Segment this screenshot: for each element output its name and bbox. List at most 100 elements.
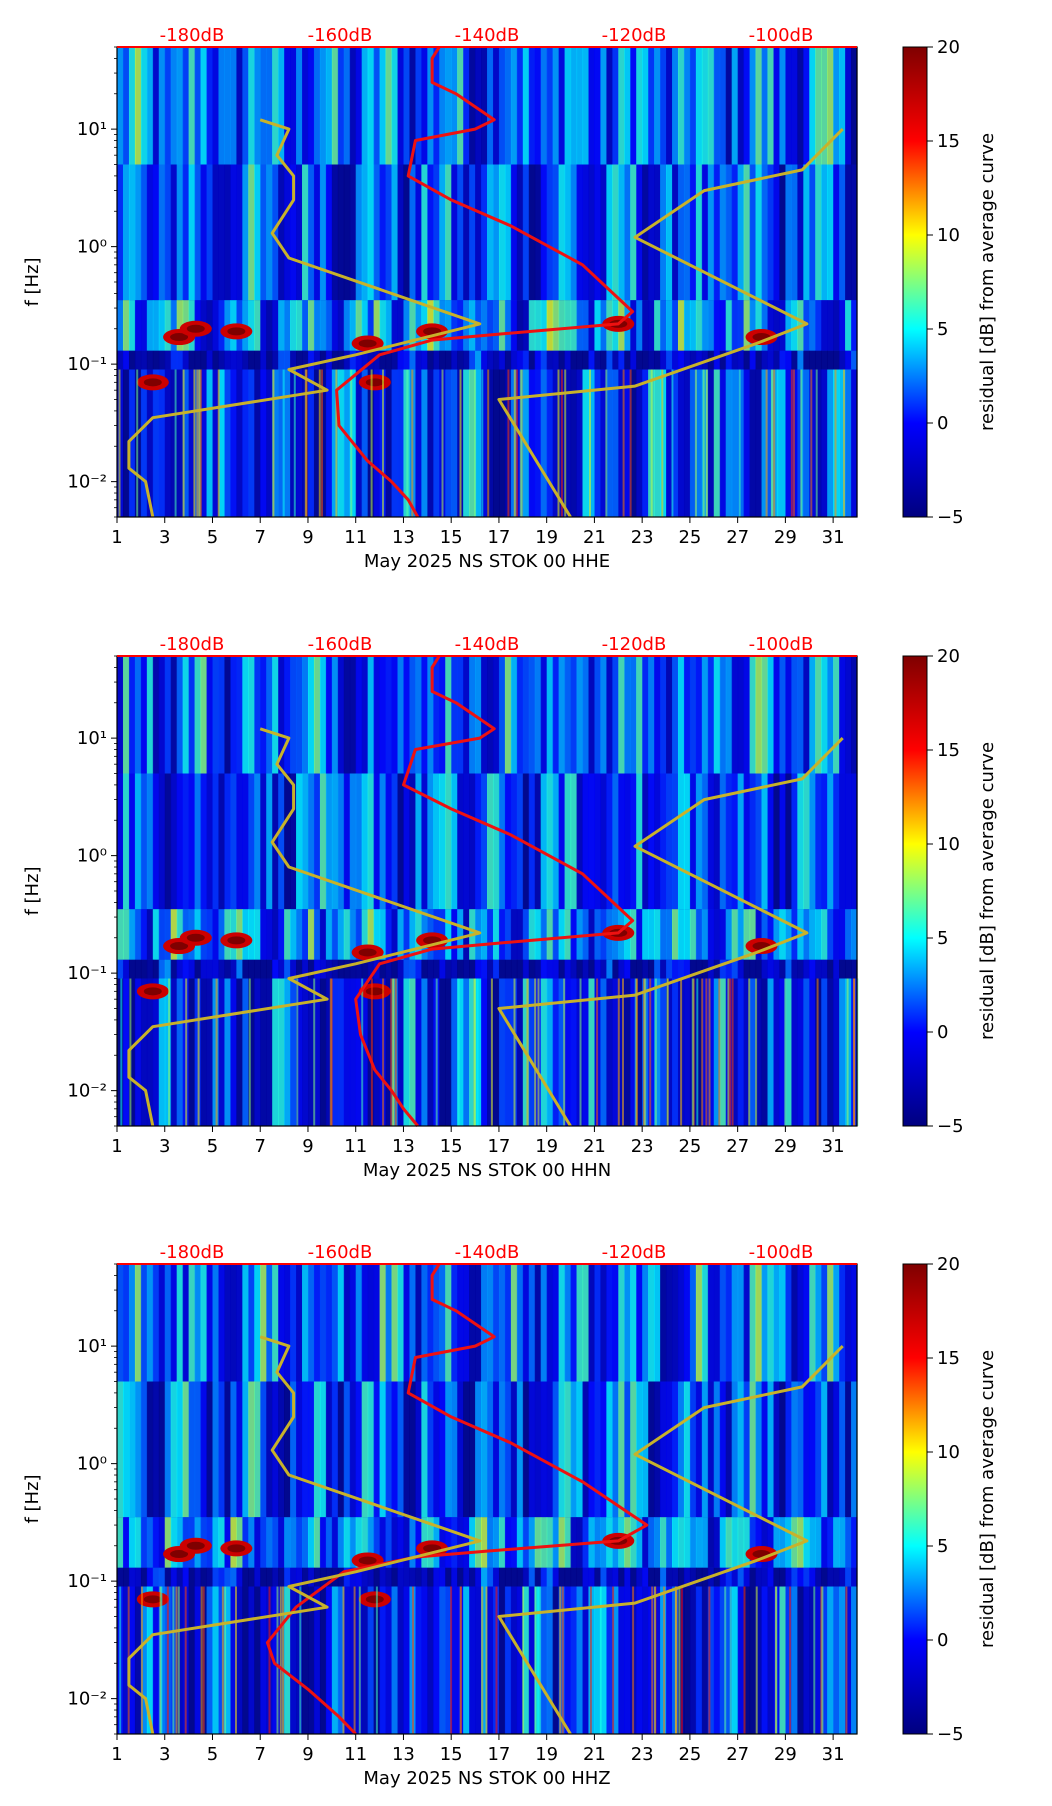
heatmap-streak [649, 978, 652, 1127]
heatmap-streak [382, 978, 385, 1127]
heatmap-cell [391, 959, 399, 979]
heatmap-cell [343, 773, 351, 910]
heatmap-cell [546, 1381, 554, 1518]
heatmap-cell [516, 909, 524, 960]
heatmap-cell [642, 350, 649, 370]
heatmap-cell [248, 1264, 255, 1382]
heatmap-cell [170, 656, 178, 774]
heatmap-cell [564, 909, 572, 960]
heatmap-cell [463, 1586, 470, 1734]
heatmap-cell [594, 1381, 601, 1518]
heatmap-streak [279, 1586, 282, 1735]
heatmap-cell [719, 47, 727, 165]
heatmap-streak [815, 369, 818, 518]
heatmap-cell [833, 773, 840, 910]
heatmap-cell [779, 959, 786, 979]
heatmap-cell [725, 369, 733, 517]
heatmap-cell [313, 369, 321, 517]
heatmap-cell [140, 773, 148, 910]
y-tick-label: 10⁻¹ [67, 1571, 107, 1592]
heatmap-cell [188, 1381, 196, 1518]
heatmap-cell [230, 978, 237, 1126]
heatmap-cell [421, 164, 428, 301]
heatmap-cell [272, 978, 279, 1126]
x-tick-label: 31 [822, 1744, 845, 1765]
heatmap-cell [457, 164, 464, 301]
heatmap-cell [355, 350, 363, 370]
heatmap-cell [642, 164, 649, 301]
heatmap-cell [451, 959, 458, 979]
heatmap-cell [284, 959, 291, 979]
heatmap-cell [355, 978, 363, 1126]
heatmap-cell [248, 350, 255, 370]
heatmap-cell [409, 350, 416, 370]
heatmap-cell [170, 978, 178, 1126]
heatmap-cell [540, 773, 548, 910]
heatmap-cell [415, 1264, 422, 1382]
heatmap-cell [349, 978, 357, 1126]
heatmap-cell [212, 300, 220, 351]
heatmap-cell [122, 300, 130, 351]
heatmap-cell [845, 1567, 852, 1587]
heatmap-cell [307, 350, 315, 370]
heatmap-cell [522, 1517, 530, 1568]
heatmap-cell [409, 300, 416, 351]
heatmap-cell [313, 47, 321, 165]
heatmap-cell [725, 656, 733, 774]
heatmap-cell [170, 1381, 178, 1518]
heatmap-cell [672, 300, 679, 351]
heatmap-cell [307, 164, 315, 301]
heatmap-cell [331, 1517, 339, 1568]
heatmap-cell [731, 773, 739, 910]
heatmap-streak [329, 978, 332, 1127]
heatmap-cell [361, 47, 369, 165]
heatmap-cell [122, 1264, 130, 1382]
heatmap-cell [379, 959, 387, 979]
heatmap-cell [791, 909, 798, 960]
heatmap-cell [546, 978, 554, 1126]
heatmap-cell [546, 164, 554, 301]
heatmap-streak [515, 369, 518, 518]
heatmap-cell [313, 350, 321, 370]
heatmap-cell [594, 350, 601, 370]
colorbar-tick-label: 10 [937, 1442, 960, 1463]
heatmap-cell [254, 656, 261, 774]
heatmap-cell [570, 656, 578, 774]
top-db-label: -120dB [602, 25, 667, 46]
heatmap-cell [385, 164, 393, 301]
heatmap-cell [731, 1381, 739, 1518]
heatmap-cell [827, 656, 834, 774]
heatmap-cell [540, 47, 548, 165]
heatmap-cell [492, 47, 500, 165]
heatmap-cell [134, 1567, 142, 1587]
colorbar-tick-label: −5 [937, 1116, 964, 1137]
heatmap-cell [785, 656, 792, 774]
heatmap-cell [433, 47, 440, 165]
heatmap-cell [701, 909, 709, 960]
heatmap-cell [272, 773, 279, 910]
top-db-label: -120dB [602, 1242, 667, 1263]
heatmap-cell [433, 1567, 440, 1587]
heatmap-cell [385, 909, 393, 960]
heatmap-cell [349, 1264, 357, 1382]
heatmap-cell [755, 1517, 763, 1568]
heatmap-cell [773, 978, 781, 1126]
heatmap-cell [117, 1567, 124, 1587]
heatmap-cell [236, 1567, 243, 1587]
heatmap-cell [528, 47, 536, 165]
heatmap-cell [128, 656, 136, 774]
heatmap-cell [498, 164, 506, 301]
heatmap-cell [152, 909, 160, 960]
heatmap-cell [230, 1586, 237, 1734]
heatmap-cell [290, 656, 297, 774]
heatmap-cell [767, 978, 775, 1126]
heatmap-cell [564, 656, 572, 774]
heatmap-cell [212, 164, 220, 301]
heatmap-cell [278, 300, 285, 351]
heatmap-cell [385, 1586, 393, 1734]
heatmap-cell [606, 978, 613, 1126]
heatmap-cell [152, 1586, 160, 1734]
heatmap-cell [373, 369, 381, 517]
heatmap-streak [522, 1586, 525, 1735]
noise-model-curve [127, 1335, 482, 1735]
